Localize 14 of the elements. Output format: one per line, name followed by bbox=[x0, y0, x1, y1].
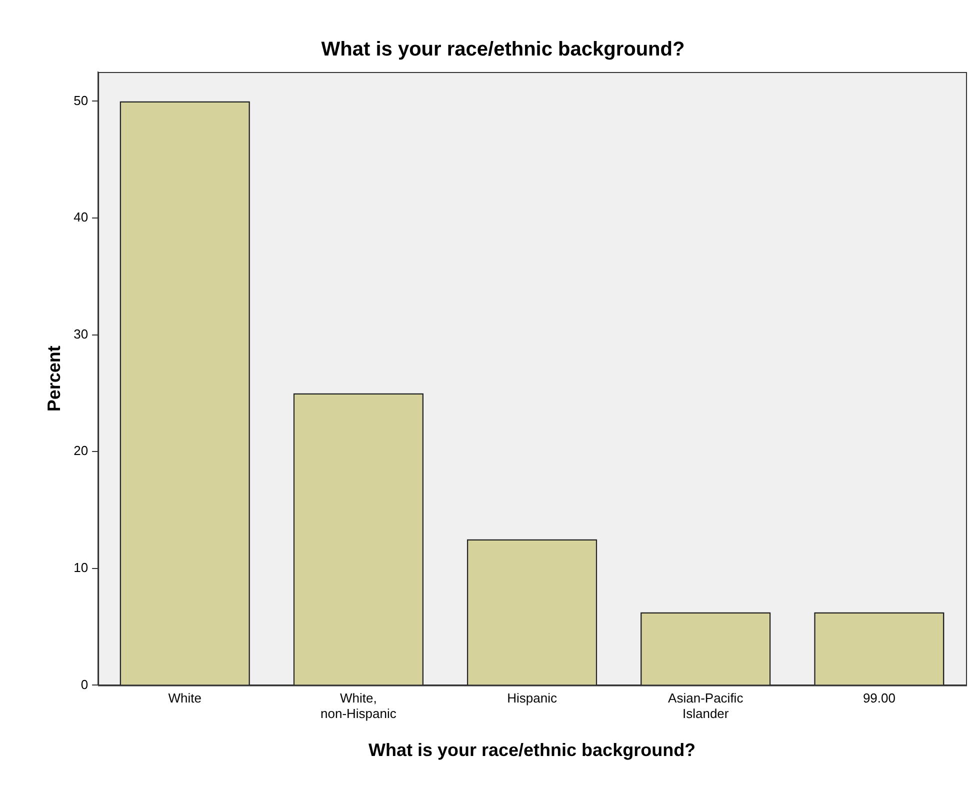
y-axis-title: Percent bbox=[44, 346, 64, 412]
y-tick-label: 50 bbox=[74, 92, 88, 108]
y-tick-label: 40 bbox=[74, 210, 88, 225]
x-tick-label: White bbox=[168, 690, 202, 706]
y-tick-label: 0 bbox=[80, 676, 88, 692]
x-tick-label: 99.00 bbox=[862, 690, 896, 706]
y-tick-label: 20 bbox=[74, 443, 88, 458]
x-tick-label: Hispanic bbox=[507, 690, 558, 706]
y-tick-label: 10 bbox=[74, 560, 88, 575]
y-tick-label: 30 bbox=[74, 326, 88, 342]
x-tick-label: Asian-Pacific Islander bbox=[668, 690, 744, 722]
chart-title: What is your race/ethnic background? bbox=[321, 38, 685, 61]
x-axis-title: What is your race/ethnic background? bbox=[368, 740, 696, 760]
x-tick-label: White, non-Hispanic bbox=[320, 690, 397, 722]
